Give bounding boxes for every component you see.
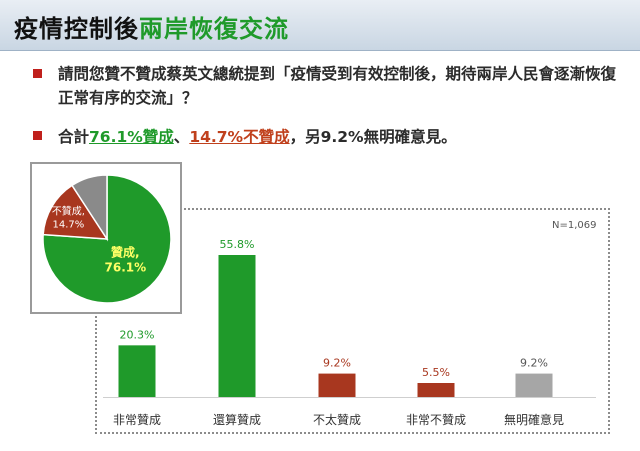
summary-disagree: 14.7%不贊成: [189, 128, 290, 146]
bar-value-label: 55.8%: [220, 238, 255, 251]
pie-slice-label: 贊成,: [111, 245, 140, 260]
page-title-part2: 兩岸恢復交流: [139, 15, 289, 43]
square-bullet-icon: [33, 69, 42, 78]
page-title: 疫情控制後兩岸恢復交流: [14, 9, 289, 44]
bar: [318, 373, 356, 397]
category-label: 非常贊成: [113, 413, 161, 427]
category-label: 還算贊成: [213, 412, 261, 427]
bar-value-label: 9.2%: [520, 357, 548, 370]
summary-line: 合計76.1%贊成、14.7%不贊成，另9.2%無明確意見。: [58, 125, 457, 147]
title-bar: 疫情控制後兩岸恢復交流: [0, 0, 640, 51]
category-label: 無明確意見: [504, 412, 564, 427]
bar: [515, 373, 553, 397]
category-label: 不太贊成: [313, 412, 361, 427]
pie-slice: [70, 174, 108, 242]
bar-value-label: 9.2%: [323, 357, 351, 370]
bar: [118, 345, 156, 397]
pie-slice: [42, 184, 109, 240]
bar-chart-frame: [95, 208, 610, 434]
bar-value-label: 20.3%: [120, 328, 155, 341]
pie-slice-label: 不贊成,: [52, 204, 85, 217]
summary-prefix: 合計: [58, 128, 90, 146]
bar: [218, 255, 256, 397]
sample-size-note: N=1,069: [552, 220, 597, 231]
bar: [417, 383, 455, 397]
question-text: 請問您贊不贊成蔡英文總統提到「疫情受到有效控制後，期待兩岸人民會逐漸恢復正常有序…: [58, 65, 617, 107]
page-title-part1: 疫情控制後: [14, 15, 139, 43]
summary-suffix: ，另9.2%無明確意見。: [289, 128, 457, 146]
square-bullet-icon: [33, 131, 42, 140]
bar-value-label: 5.5%: [422, 366, 450, 379]
pie-slice-value: 14.7%: [52, 219, 84, 230]
category-label: 非常不贊成: [406, 413, 466, 427]
summary-agree: 76.1%贊成: [89, 128, 174, 146]
pie-slice-value: 76.1%: [105, 261, 147, 275]
summary-separator: 、: [173, 128, 190, 146]
